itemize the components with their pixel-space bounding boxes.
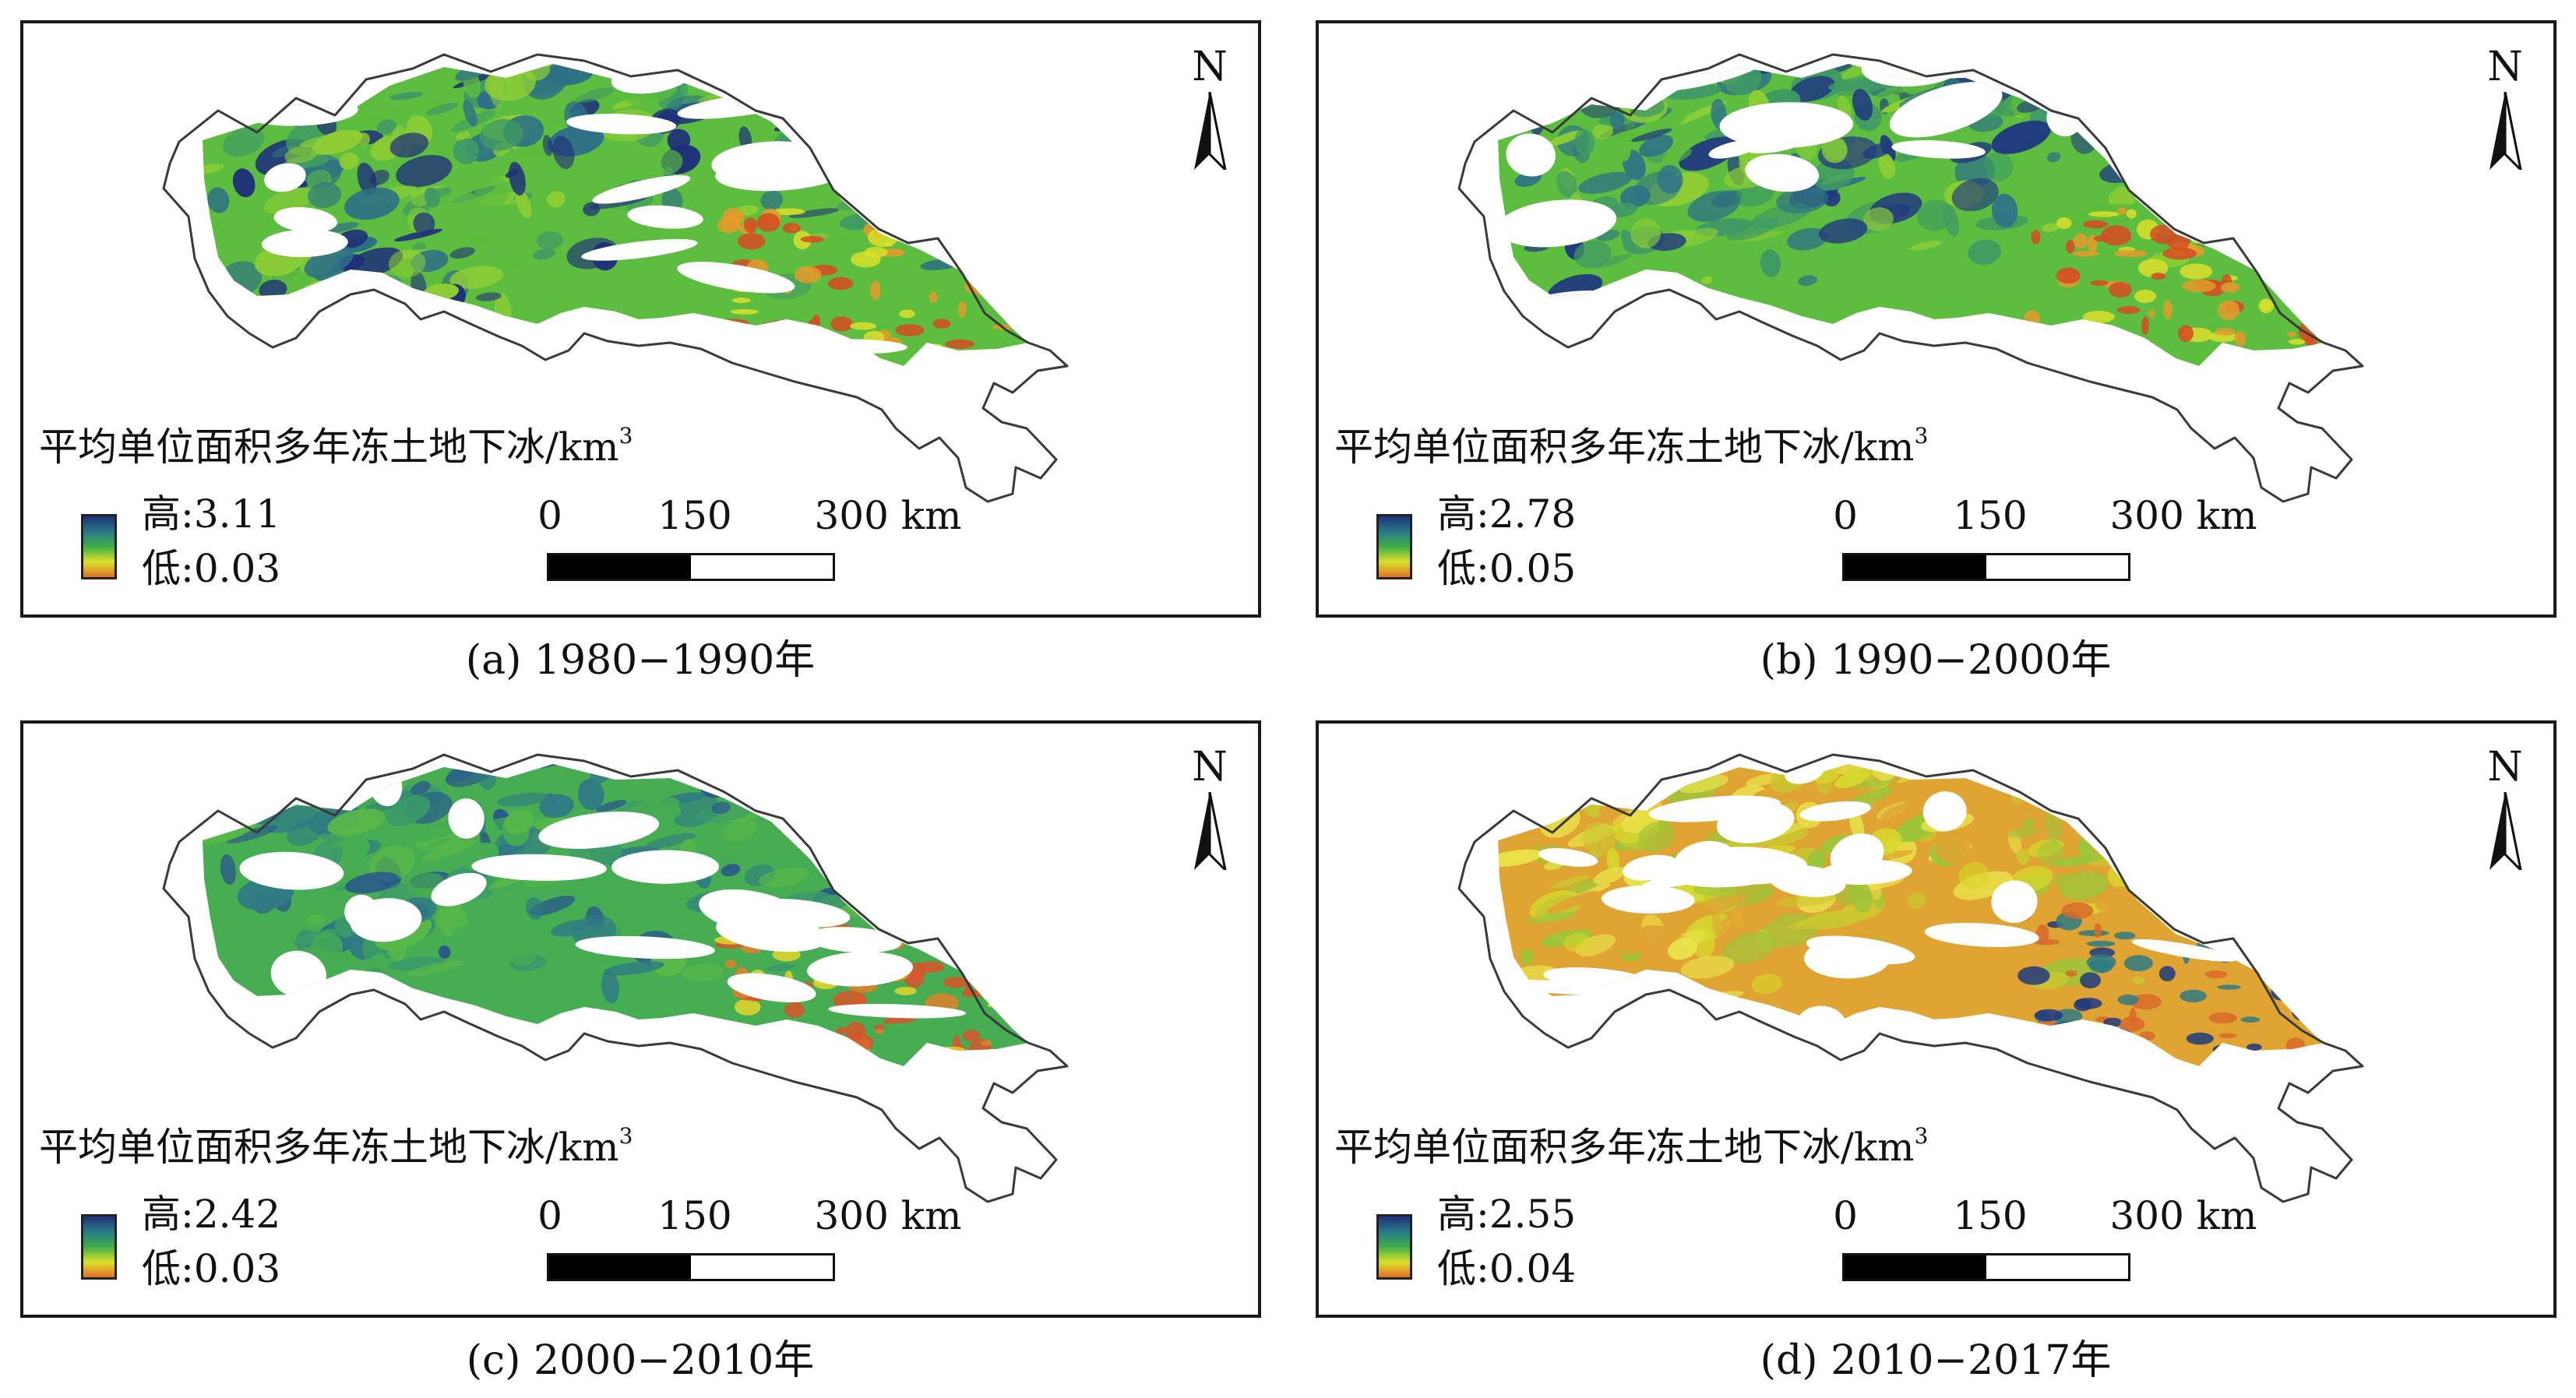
map-panel-a: N 平均单位面积多年冻土地下冰/km3 高:3.11 低:0.03 0 150 … bbox=[20, 20, 1261, 618]
region-outline bbox=[162, 53, 1069, 503]
scale-label-0: 0 bbox=[1833, 1193, 1858, 1238]
legend-high-label: 高:2.78 bbox=[1437, 491, 1577, 537]
map-canvas bbox=[162, 53, 1069, 503]
ice-raster bbox=[203, 64, 1028, 366]
north-arrow-icon bbox=[2490, 92, 2522, 170]
color-ramp bbox=[1376, 1214, 1412, 1280]
legend-low-label: 低:0.03 bbox=[142, 546, 281, 591]
map-canvas bbox=[1457, 53, 2364, 503]
north-arrow: N bbox=[1186, 47, 1233, 179]
legend-high-label: 高:3.11 bbox=[142, 491, 281, 537]
caption-d: (d) 2010−2017年 bbox=[1760, 1337, 2112, 1384]
color-ramp bbox=[1376, 514, 1412, 579]
scale-label-300: 300 km bbox=[2109, 493, 2257, 538]
scale-bar bbox=[547, 553, 835, 581]
north-arrow-icon bbox=[1194, 92, 1227, 170]
north-arrow: N bbox=[2482, 47, 2528, 179]
legend-low-label: 低:0.04 bbox=[1437, 1246, 1577, 1291]
scale-label-300: 300 km bbox=[814, 1193, 962, 1238]
legend-high-label: 高:2.55 bbox=[1437, 1192, 1577, 1237]
scale-bar bbox=[1842, 1253, 2130, 1281]
scale-label-0: 0 bbox=[537, 493, 562, 538]
legend-high-label: 高:2.42 bbox=[142, 1192, 281, 1237]
caption-c: (c) 2000−2010年 bbox=[466, 1337, 815, 1384]
scale-bar bbox=[1842, 553, 2130, 581]
region-outline bbox=[1457, 753, 2364, 1203]
scale-label-0: 0 bbox=[1833, 493, 1858, 538]
map-canvas bbox=[1457, 753, 2364, 1203]
legend-low-label: 低:0.05 bbox=[1437, 546, 1577, 591]
map-panel-c: N 平均单位面积多年冻土地下冰/km3 高:2.42 低:0.03 0 150 … bbox=[20, 720, 1261, 1318]
color-ramp bbox=[81, 514, 117, 579]
north-label: N bbox=[2487, 44, 2523, 90]
scale-bar bbox=[547, 1253, 835, 1281]
region-outline bbox=[162, 753, 1069, 1203]
map-panel-d: N 平均单位面积多年冻土地下冰/km3 高:2.55 低:0.04 0 150 … bbox=[1316, 720, 2557, 1318]
north-arrow: N bbox=[2482, 747, 2528, 879]
north-arrow-icon bbox=[1194, 792, 1227, 870]
north-arrow: N bbox=[1186, 747, 1233, 879]
ice-raster bbox=[203, 764, 1028, 1066]
north-arrow-icon bbox=[2490, 792, 2522, 870]
caption-b: (b) 1990−2000年 bbox=[1760, 637, 2112, 684]
north-label: N bbox=[1192, 44, 1228, 90]
scale-label-150: 150 bbox=[1953, 1193, 2028, 1238]
caption-a: (a) 1980−1990年 bbox=[465, 637, 816, 684]
legend-title: 平均单位面积多年冻土地下冰/km3 bbox=[39, 1123, 633, 1170]
north-label: N bbox=[2487, 744, 2523, 791]
scale-label-150: 150 bbox=[1953, 493, 2028, 538]
scale-label-300: 300 km bbox=[814, 493, 962, 538]
scale-label-300: 300 km bbox=[2109, 1193, 2257, 1238]
color-ramp bbox=[81, 1214, 117, 1280]
legend-title: 平均单位面积多年冻土地下冰/km3 bbox=[1334, 1123, 1929, 1170]
scale-label-150: 150 bbox=[657, 493, 732, 538]
scale-label-0: 0 bbox=[537, 1193, 562, 1238]
map-canvas bbox=[162, 753, 1069, 1203]
region-outline bbox=[1457, 53, 2364, 503]
scale-label-150: 150 bbox=[657, 1193, 732, 1238]
legend-low-label: 低:0.03 bbox=[142, 1246, 281, 1291]
map-panel-b: N 平均单位面积多年冻土地下冰/km3 高:2.78 低:0.05 0 150 … bbox=[1316, 20, 2557, 618]
legend-title: 平均单位面积多年冻土地下冰/km3 bbox=[1334, 423, 1929, 470]
north-label: N bbox=[1192, 744, 1228, 791]
legend-title: 平均单位面积多年冻土地下冰/km3 bbox=[39, 423, 633, 470]
